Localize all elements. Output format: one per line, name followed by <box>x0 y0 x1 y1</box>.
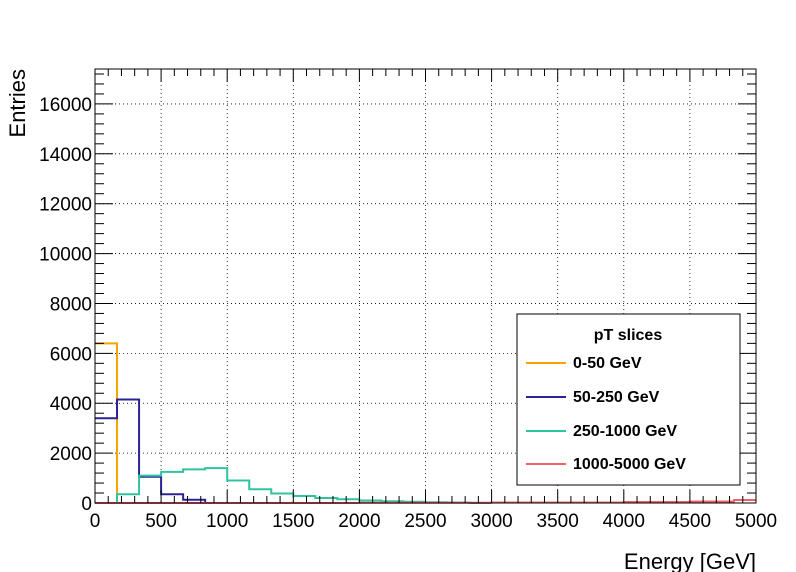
grid <box>95 69 756 503</box>
x-tick-label: 4500 <box>669 511 711 532</box>
x-tick-label: 3500 <box>537 511 579 532</box>
x-tick-label: 4000 <box>603 511 645 532</box>
legend-entries: 0-50 GeV 50-250 GeV 250-1000 GeV 1000-5000 … <box>526 355 686 473</box>
y-tick-label: 10000 <box>39 245 92 266</box>
axis-ticks <box>94 69 757 504</box>
x-tick-label: 3000 <box>470 511 512 532</box>
x-tick-label: 0 <box>90 511 101 532</box>
x-tick-label: 1000 <box>206 511 248 532</box>
legend-label: 50-250 GeV <box>573 389 660 406</box>
y-tick-label: 0 <box>81 494 92 515</box>
x-axis-title: Energy [GeV] <box>624 549 756 572</box>
legend-label: 250-1000 GeV <box>573 423 677 440</box>
y-tick-label: 4000 <box>50 394 92 415</box>
y-axis-title: Entries <box>5 69 30 137</box>
y-tick-label: 2000 <box>50 444 92 465</box>
x-tick-label: 500 <box>145 511 177 532</box>
legend-label: 0-50 GeV <box>573 355 642 372</box>
y-tick-label: 12000 <box>39 195 92 216</box>
y-tick-label: 6000 <box>50 344 92 365</box>
x-tick-label: 2000 <box>338 511 380 532</box>
y-tick-label: 14000 <box>39 145 92 166</box>
legend-label: 1000-5000 GeV <box>573 456 686 473</box>
x-tick-label: 1500 <box>272 511 314 532</box>
y-tick-label: 8000 <box>50 294 92 315</box>
x-tick-label: 2500 <box>404 511 446 532</box>
series-line-1 <box>95 398 228 504</box>
x-tick-labels: 0 500 1000 1500 2000 2500 3000 3500 4000 4500 5000 <box>90 511 777 532</box>
legend-title: pT slices <box>594 327 663 344</box>
y-tick-label: 16000 <box>39 95 92 116</box>
legend: pT slices 0-50 GeV 50-250 GeV 250-1000 GeV… <box>516 313 741 486</box>
y-tick-labels: 0 2000 4000 6000 8000 10000 12000 14000 16000 <box>39 95 92 515</box>
legend-box <box>516 313 741 486</box>
x-tick-label: 5000 <box>735 511 777 532</box>
